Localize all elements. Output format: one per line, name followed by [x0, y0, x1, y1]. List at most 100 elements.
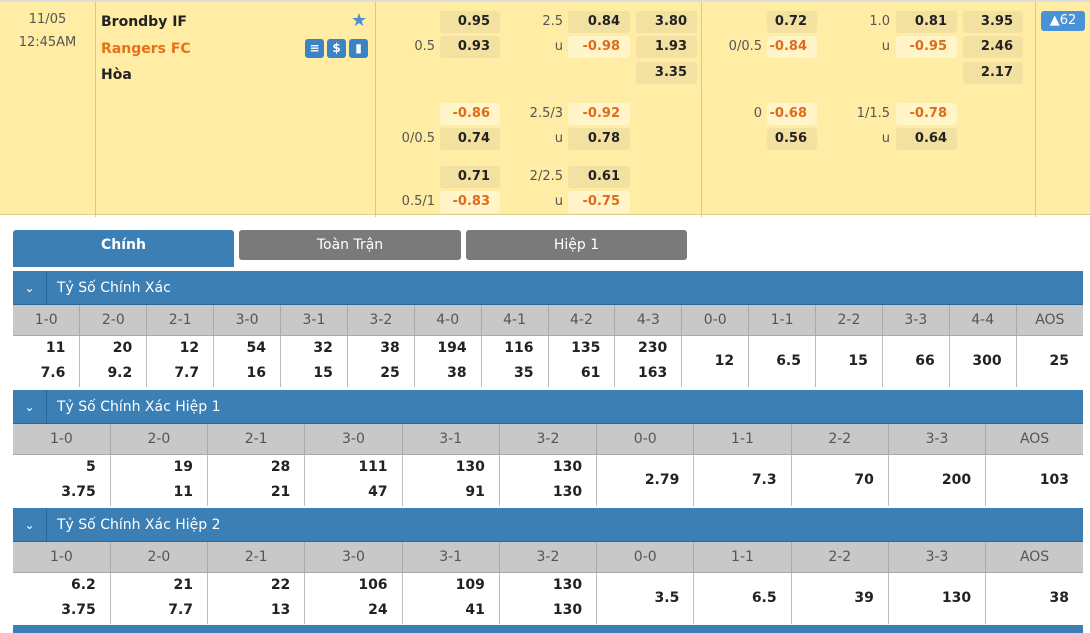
odds-value[interactable]: 194 [437, 340, 467, 357]
score-odds-cell[interactable]: 12 7.7 [146, 335, 215, 387]
score-odds-cell[interactable]: 130 130 [499, 454, 598, 506]
score-odds-cell[interactable]: 20 9.2 [79, 335, 148, 387]
over-under-odds[interactable]: 0.84 [568, 11, 630, 33]
score-odds-cell[interactable]: 194 38 [414, 335, 482, 387]
odds-value[interactable]: 70 [854, 471, 874, 488]
handicap-odds[interactable]: 0.72 [767, 11, 817, 33]
odds-value[interactable]: 15 [313, 365, 333, 382]
handicap-odds[interactable]: -0.86 [440, 103, 500, 125]
odds-value[interactable]: 230 [638, 340, 668, 357]
odds-value[interactable]: 11 [173, 484, 194, 501]
odds-value[interactable]: 22 [270, 577, 291, 594]
odds-value[interactable]: 106 [358, 577, 388, 594]
over-under-odds[interactable]: -0.98 [568, 36, 630, 58]
odds-value[interactable]: 35 [514, 365, 534, 382]
score-odds-cell[interactable]: 70 [791, 454, 889, 506]
odds-value[interactable]: 111 [358, 459, 388, 476]
odds-value[interactable]: 3.75 [61, 602, 96, 619]
score-odds-cell[interactable]: 39 [791, 572, 889, 624]
section-header[interactable]: ⌄ Tỷ Số Chính Xác [13, 270, 1083, 305]
section-header[interactable]: ⌄ Tỷ Số Chính Xác Hiệp 2 [13, 507, 1083, 542]
odds-value[interactable]: 103 [1039, 471, 1069, 488]
over-under-odds[interactable]: -0.92 [568, 103, 630, 125]
odds-value[interactable]: 54 [246, 340, 266, 357]
score-odds-cell[interactable]: 6.2 3.75 [13, 572, 111, 624]
score-odds-cell[interactable]: 28 21 [207, 454, 306, 506]
stats-icon[interactable]: ▮ [349, 39, 368, 58]
chevron-down-icon[interactable]: ⌄ [13, 389, 47, 424]
1x2-odds[interactable]: 3.95 [963, 11, 1023, 33]
odds-value[interactable]: 130 [552, 602, 583, 619]
score-odds-cell[interactable]: 111 47 [304, 454, 403, 506]
odds-value[interactable]: 25 [380, 365, 400, 382]
score-odds-cell[interactable]: 135 61 [548, 335, 616, 387]
over-under-odds[interactable]: -0.78 [896, 103, 957, 125]
score-odds-cell[interactable]: 6.5 [693, 572, 792, 624]
home-team[interactable]: Brondby IF [101, 14, 187, 30]
score-odds-cell[interactable]: 109 41 [402, 572, 500, 624]
tab-hiep-1[interactable]: Hiệp 1 [466, 230, 687, 260]
score-odds-cell[interactable]: 130 130 [499, 572, 598, 624]
tab-chinh[interactable]: Chính [13, 230, 234, 267]
score-odds-cell[interactable]: 22 13 [207, 572, 306, 624]
odds-value[interactable]: 6.5 [751, 589, 777, 606]
odds-value[interactable]: 5 [86, 459, 96, 476]
odds-value[interactable]: 38 [1049, 589, 1069, 606]
odds-value[interactable]: 20 [112, 340, 133, 357]
odds-value[interactable]: 61 [580, 365, 601, 382]
odds-value[interactable]: 3.75 [61, 484, 96, 501]
odds-value[interactable]: 25 [1049, 352, 1069, 369]
odds-value[interactable]: 11 [45, 340, 66, 357]
score-odds-cell[interactable]: 7.3 [693, 454, 792, 506]
score-odds-cell[interactable]: 130 91 [402, 454, 500, 506]
score-odds-cell[interactable]: 12 [681, 335, 750, 387]
handicap-odds[interactable]: -0.83 [440, 191, 500, 213]
handicap-odds[interactable]: 0.71 [440, 166, 500, 188]
over-under-odds[interactable]: 0.78 [568, 128, 630, 150]
odds-value[interactable]: 21 [270, 484, 291, 501]
1x2-odds[interactable]: 1.93 [636, 36, 697, 58]
favorite-star-icon[interactable]: ★ [351, 10, 368, 31]
over-under-odds[interactable]: 0.81 [896, 11, 957, 33]
odds-value[interactable]: 130 [455, 459, 485, 476]
odds-value[interactable]: 6.5 [776, 352, 801, 369]
odds-value[interactable]: 12 [179, 340, 200, 357]
score-odds-cell[interactable]: 106 24 [304, 572, 403, 624]
odds-value[interactable]: 7.3 [751, 471, 777, 488]
handicap-odds[interactable]: -0.68 [767, 103, 817, 125]
odds-value[interactable]: 109 [455, 577, 485, 594]
1x2-odds[interactable]: 3.80 [636, 11, 697, 33]
odds-value[interactable]: 21 [173, 577, 194, 594]
odds-value[interactable]: 2.79 [644, 471, 680, 488]
score-odds-cell[interactable]: 230 163 [614, 335, 683, 387]
score-odds-cell[interactable]: 54 16 [213, 335, 281, 387]
chevron-down-icon[interactable]: ⌄ [13, 270, 47, 305]
handicap-odds[interactable]: 0.56 [767, 128, 817, 150]
score-odds-cell[interactable]: 38 25 [347, 335, 415, 387]
odds-value[interactable]: 116 [504, 340, 534, 357]
odds-value[interactable]: 12 [714, 352, 735, 369]
score-odds-cell[interactable]: 15 [815, 335, 883, 387]
over-under-odds[interactable]: -0.95 [896, 36, 957, 58]
over-under-odds[interactable]: 0.61 [568, 166, 630, 188]
odds-value[interactable]: 163 [638, 365, 668, 382]
odds-value[interactable]: 135 [571, 340, 601, 357]
score-odds-cell[interactable]: 103 [986, 454, 1083, 506]
score-odds-cell[interactable]: 25 [1016, 335, 1083, 387]
over-under-odds[interactable]: -0.75 [568, 191, 630, 213]
odds-value[interactable]: 66 [915, 352, 935, 369]
dollar-icon[interactable]: $ [327, 39, 346, 58]
score-odds-cell[interactable]: 3.5 [596, 572, 695, 624]
score-odds-cell[interactable]: 2.79 [596, 454, 695, 506]
s-icon[interactable]: ≡ [305, 39, 324, 58]
odds-value[interactable]: 3.5 [654, 589, 680, 606]
score-odds-cell[interactable]: 200 [888, 454, 987, 506]
score-odds-cell[interactable]: 32 15 [280, 335, 348, 387]
score-odds-cell[interactable]: 130 [888, 572, 987, 624]
score-odds-cell[interactable]: 116 35 [481, 335, 549, 387]
odds-value[interactable]: 13 [270, 602, 291, 619]
next-section-header[interactable] [13, 625, 1083, 633]
odds-value[interactable]: 91 [465, 484, 485, 501]
odds-value[interactable]: 130 [552, 459, 583, 476]
score-odds-cell[interactable]: 300 [949, 335, 1017, 387]
